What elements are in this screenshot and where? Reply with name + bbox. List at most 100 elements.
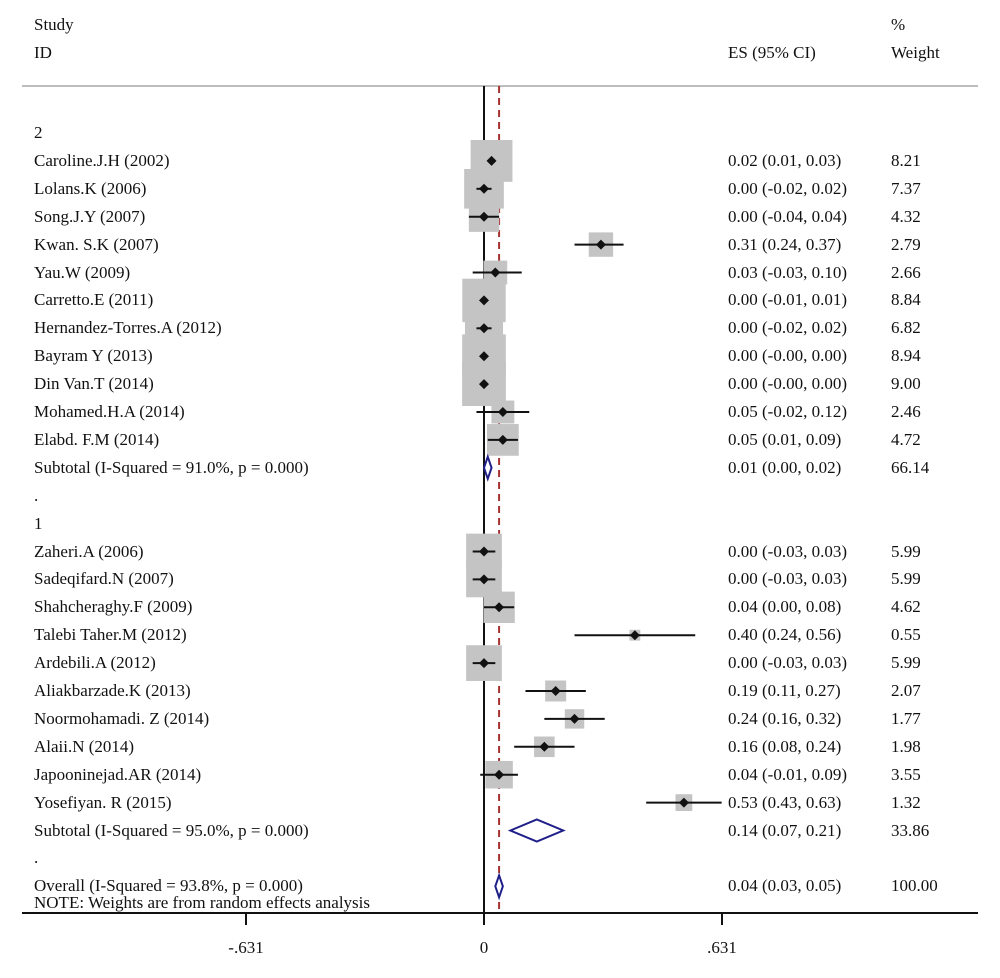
study-label: Japooninejad.AR (2014) <box>34 764 202 784</box>
point-estimate <box>479 183 489 194</box>
overall-diamond <box>494 872 504 901</box>
header-percent: % <box>891 15 906 34</box>
study-label: Shahcheraghy.F (2009) <box>34 597 193 617</box>
group-label: 1 <box>34 513 43 533</box>
es-ci-value: 0.00 (-0.02, 0.02) <box>728 178 847 198</box>
weight-value: 4.72 <box>891 429 921 449</box>
note-text: NOTE: Weights are from random effects an… <box>34 893 371 912</box>
point-estimate <box>595 239 606 250</box>
subtotal-label: Subtotal (I-Squared = 95.0%, p = 0.000) <box>34 820 309 840</box>
es-ci-value: 0.00 (-0.03, 0.03) <box>728 569 847 589</box>
point-estimate <box>479 658 489 669</box>
x-tick-label: -.631 <box>228 938 263 957</box>
study-label: Caroline.J.H (2002) <box>34 150 170 170</box>
es-ci-value: 0.04 (0.00, 0.08) <box>728 597 842 617</box>
es-ci-value: 0.00 (-0.03, 0.03) <box>728 541 847 561</box>
point-estimate <box>569 713 580 724</box>
study-label: Bayram Y (2013) <box>34 346 153 366</box>
study-label: Hernandez-Torres.A (2012) <box>34 318 222 338</box>
point-estimate <box>678 797 689 808</box>
weight-value: 5.99 <box>891 569 921 589</box>
point-estimate <box>494 769 505 780</box>
es-ci-value: 0.00 (-0.01, 0.01) <box>728 290 847 310</box>
weight-value: 3.55 <box>891 764 921 784</box>
study-label: Sadeqifard.N (2007) <box>34 569 174 589</box>
point-estimate <box>486 155 497 166</box>
study-label: Mohamed.H.A (2014) <box>34 402 185 421</box>
weight-value: 100.00 <box>891 876 938 896</box>
weight-value: 5.99 <box>891 541 921 561</box>
es-ci-value: 0.14 (0.07, 0.21) <box>728 820 842 840</box>
point-estimate <box>479 211 489 222</box>
es-ci-value: 0.05 (0.01, 0.09) <box>728 429 842 449</box>
es-ci-value: 0.40 (0.24, 0.56) <box>728 625 842 645</box>
point-estimate <box>479 351 489 362</box>
study-label: Din Van.T (2014) <box>34 374 154 394</box>
es-ci-value: 0.00 (-0.04, 0.04) <box>728 206 847 226</box>
es-ci-value: 0.04 (-0.01, 0.09) <box>728 764 847 784</box>
weight-value: 8.84 <box>891 290 921 310</box>
study-label: Noormohamadi. Z (2014) <box>34 708 210 728</box>
es-ci-value: 0.00 (-0.02, 0.02) <box>728 318 847 338</box>
es-ci-value: 0.00 (-0.00, 0.00) <box>728 346 847 366</box>
weight-value: 1.32 <box>891 792 921 812</box>
es-ci-value: 0.00 (-0.03, 0.03) <box>728 653 847 673</box>
study-label: Talebi Taher.M (2012) <box>34 625 187 645</box>
point-estimate <box>629 630 640 641</box>
study-label: Carretto.E (2011) <box>34 290 154 310</box>
study-label: Zaheri.A (2006) <box>34 541 144 561</box>
es-ci-value: 0.03 (-0.03, 0.10) <box>728 262 847 282</box>
point-estimate <box>494 602 505 613</box>
weight-value: 33.86 <box>891 820 930 840</box>
weight-value: 1.98 <box>891 736 921 756</box>
point-estimate <box>497 407 508 417</box>
weight-value: 1.77 <box>891 708 921 728</box>
weight-value: 5.99 <box>891 653 921 673</box>
x-tick-label: .631 <box>707 938 737 957</box>
sep-label: . <box>34 485 39 505</box>
point-estimate <box>479 574 489 585</box>
point-estimate <box>490 267 501 278</box>
point-estimate <box>479 323 489 334</box>
weight-value: 8.94 <box>891 346 921 366</box>
es-ci-value: 0.31 (0.24, 0.37) <box>728 234 842 254</box>
x-tick-label: 0 <box>480 938 489 957</box>
es-ci-value: 0.04 (0.03, 0.05) <box>728 876 842 896</box>
weight-value: 4.32 <box>891 206 921 226</box>
es-ci-value: 0.01 (0.00, 0.02) <box>728 457 842 477</box>
weight-value: 2.79 <box>891 234 921 254</box>
weight-value: 2.07 <box>891 681 921 700</box>
subtotal-diamond <box>482 453 493 482</box>
weight-value: 9.00 <box>891 374 921 394</box>
header-weight: Weight <box>891 43 940 62</box>
study-label: Ardebili.A (2012) <box>34 653 156 673</box>
study-label: Alaii.N (2014) <box>34 736 135 756</box>
point-estimate <box>479 546 489 557</box>
point-estimate <box>479 295 489 306</box>
weight-value: 0.55 <box>891 625 921 645</box>
header-id: ID <box>34 43 52 62</box>
group-label: 2 <box>34 123 43 142</box>
es-ci-value: 0.19 (0.11, 0.27) <box>728 681 841 700</box>
weight-value: 2.46 <box>891 402 921 421</box>
es-ci-value: 0.00 (-0.00, 0.00) <box>728 374 847 394</box>
study-label: Aliakbarzade.K (2013) <box>34 681 191 700</box>
point-estimate <box>539 741 550 752</box>
study-label: Elabd. F.M (2014) <box>34 429 160 449</box>
weight-value: 2.66 <box>891 262 921 282</box>
es-ci-value: 0.24 (0.16, 0.32) <box>728 708 842 728</box>
weight-value: 4.62 <box>891 597 921 617</box>
weight-value: 8.21 <box>891 150 921 170</box>
subtotal-label: Subtotal (I-Squared = 91.0%, p = 0.000) <box>34 457 309 477</box>
es-ci-value: 0.02 (0.01, 0.03) <box>728 150 842 170</box>
study-label: Kwan. S.K (2007) <box>34 234 159 254</box>
weight-value: 6.82 <box>891 318 921 338</box>
study-label: Yosefiyan. R (2015) <box>34 792 172 812</box>
es-ci-value: 0.16 (0.08, 0.24) <box>728 736 842 756</box>
es-ci-value: 0.05 (-0.02, 0.12) <box>728 402 847 421</box>
study-label: Yau.W (2009) <box>34 262 131 282</box>
weight-value: 7.37 <box>891 178 921 198</box>
point-estimate <box>550 686 561 696</box>
point-estimate <box>479 379 489 390</box>
